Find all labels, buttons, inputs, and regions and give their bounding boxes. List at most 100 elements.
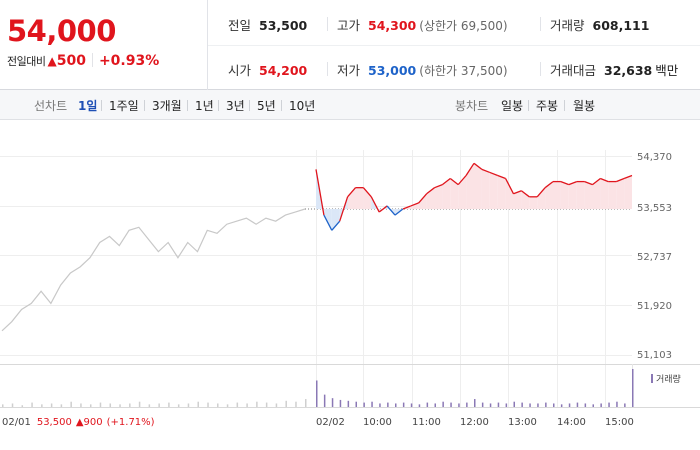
stat-label: 시가 <box>228 63 252 78</box>
today-line-up <box>489 171 498 177</box>
today-line-up <box>426 187 435 195</box>
volume-bar <box>89 404 92 407</box>
volume-bar <box>305 399 307 407</box>
today-line-up <box>560 180 570 186</box>
y-tick-label: 51,103 <box>637 350 672 361</box>
tab-monthly-candle[interactable]: 월봉 <box>573 99 596 113</box>
up-fill <box>584 181 593 209</box>
volume-bar <box>158 403 160 407</box>
previous-day-line <box>1 208 306 332</box>
tab-5y[interactable]: 5년 <box>257 99 276 113</box>
volume-bar <box>395 403 397 407</box>
volume-bar <box>331 398 334 407</box>
volume-bar <box>265 402 268 407</box>
volume-bar <box>568 403 571 407</box>
tab-weekly-candle[interactable]: 주봉 <box>536 99 559 113</box>
volume-bar <box>632 369 634 407</box>
tab-1d[interactable]: 1일 <box>78 99 98 113</box>
intraday-price-chart[interactable]: 54,370 53,553 52,737 51,920 51,103 거래량 0… <box>0 120 700 450</box>
stat-value: 53,500 <box>259 18 308 33</box>
up-fill <box>418 193 427 209</box>
volume-bar <box>489 403 492 407</box>
volume-bar <box>529 403 531 407</box>
stat-sub: (상한가 69,500) <box>419 19 508 33</box>
today-line-up <box>402 205 412 210</box>
stat-label: 고가 <box>337 18 361 33</box>
chart-price-lines <box>1 162 633 332</box>
today-line-up <box>370 196 380 213</box>
tab-3m[interactable]: 3개월 <box>152 99 182 113</box>
volume-bar <box>553 403 555 407</box>
current-price: 54,000 <box>7 14 116 48</box>
stat-prev-close: 전일 53,500 <box>228 15 307 34</box>
candle-chart-label: 봉차트 <box>455 99 489 113</box>
x-tick-label: 14:00 <box>557 417 586 428</box>
volume-bar <box>285 400 287 407</box>
up-fill <box>450 178 459 209</box>
up-fill <box>553 181 561 209</box>
up-fill <box>410 202 419 209</box>
tab-3y[interactable]: 3년 <box>226 99 245 113</box>
today-line-down <box>386 205 396 216</box>
tab-1w[interactable]: 1주일 <box>109 99 139 113</box>
up-fill <box>347 187 356 209</box>
volume-bar <box>624 403 626 407</box>
volume-legend-label: 거래량 <box>656 373 681 385</box>
stat-label: 전일 <box>228 18 252 33</box>
y-tick-label: 53,553 <box>637 203 672 214</box>
volume-bar <box>434 403 436 407</box>
volume-bar <box>418 404 421 407</box>
today-line-down <box>331 220 341 231</box>
stat-turnover: 거래대금 32,638 백만 <box>550 60 678 79</box>
today-line-down <box>323 214 333 231</box>
stat-value: 608,111 <box>592 18 650 33</box>
volume-bar <box>316 380 318 407</box>
volume-bar <box>402 402 405 407</box>
divider <box>327 62 328 76</box>
stock-quote-header: 54,000 전일대비 ▲500 +0.93% 전일 53,500 고가 54,300(… <box>0 0 700 90</box>
volume-bar <box>256 401 258 407</box>
tab-daily-candle[interactable]: 일봉 <box>501 99 524 113</box>
up-fill <box>355 187 364 209</box>
change-label: 전일대비 <box>7 55 46 68</box>
today-line-up <box>473 162 483 170</box>
today-line-down <box>394 208 404 216</box>
divider <box>101 100 102 111</box>
volume-bar <box>442 401 444 407</box>
up-fill <box>529 196 538 209</box>
down-fill <box>379 205 388 213</box>
divider <box>249 100 250 111</box>
up-fill <box>537 187 546 209</box>
volume-bar <box>148 404 151 407</box>
volume-bar <box>608 402 610 407</box>
tab-10y[interactable]: 10년 <box>289 99 316 113</box>
volume-bar <box>545 402 547 407</box>
volume-bar <box>41 404 43 407</box>
prev-day-close: 53,500 <box>37 417 72 428</box>
up-fill <box>513 190 522 209</box>
volume-bar <box>217 403 219 407</box>
stat-value: 54,200 <box>259 63 308 78</box>
volume-bar <box>513 401 515 407</box>
today-line-up <box>600 177 609 183</box>
up-fill <box>474 163 482 209</box>
change-percent: +0.93% <box>98 53 160 69</box>
stat-unit: 백만 <box>655 63 679 78</box>
x-tick-label: 15:00 <box>605 417 634 428</box>
today-line-up <box>481 168 491 174</box>
volume-bar <box>168 402 170 407</box>
up-fill <box>402 205 411 209</box>
up-fill <box>624 175 632 209</box>
volume-bar <box>592 404 594 407</box>
prev-day-date: 02/01 <box>2 417 31 428</box>
volume-bar <box>379 403 381 407</box>
volume-bar <box>21 405 24 407</box>
divider <box>540 62 541 76</box>
y-tick-label: 52,737 <box>637 252 672 263</box>
stat-value: 54,300 <box>368 18 417 33</box>
change-row: 전일대비 ▲500 +0.93% <box>7 53 159 69</box>
stat-sub: (하한가 37,500) <box>419 64 508 78</box>
up-fill <box>616 178 625 209</box>
down-fill <box>323 208 332 231</box>
tab-1y[interactable]: 1년 <box>195 99 214 113</box>
